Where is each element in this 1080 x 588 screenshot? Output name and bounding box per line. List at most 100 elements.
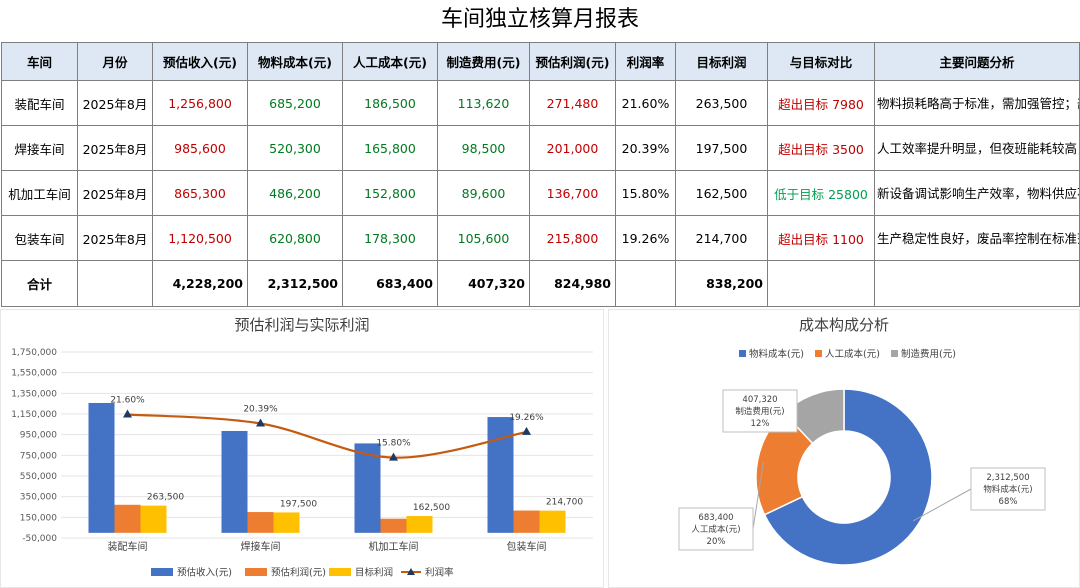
header-cell: 预估利润(元): [529, 42, 616, 81]
header-cell: 与目标对比: [767, 42, 875, 81]
month-cell: 2025年8月: [77, 80, 153, 126]
x-tick-label: 机加工车间: [369, 540, 419, 553]
bar: [354, 443, 381, 533]
revenue-cell: 1,256,800: [152, 80, 248, 126]
material-cell: 520,300: [247, 125, 343, 171]
cost-chart-title: 成本构成分析: [798, 316, 889, 334]
total-month-cell: [77, 260, 153, 307]
line-data-label: 20.39%: [243, 404, 278, 414]
total-profit: 824,980: [529, 260, 616, 307]
labor-cell: 178,300: [342, 215, 438, 261]
legend-swatch: [151, 568, 173, 576]
target-cell: 162,500: [675, 170, 768, 216]
compare-cell: 超出目标 7980: [767, 80, 875, 126]
revenue-cell: 1,120,500: [152, 215, 248, 261]
total-target: 838,200: [675, 260, 768, 307]
y-tick-label: 750,000: [20, 451, 57, 461]
line-point: [389, 452, 398, 461]
callout-leader: [752, 461, 764, 530]
callout-name: 人工成本(元): [691, 524, 740, 535]
header-cell: 车间: [1, 42, 78, 81]
profit-cell: 201,000: [529, 125, 616, 171]
bar-data-label: 197,500: [280, 499, 317, 509]
analysis-cell: 人工效率提升明显，但夜班能耗较高，需优化生产排班。: [874, 125, 1080, 171]
target-cell: 263,500: [675, 80, 768, 126]
bar: [406, 516, 433, 533]
legend-swatch: [245, 568, 267, 576]
month-cell: 2025年8月: [77, 215, 153, 261]
workshop-cell: 焊接车间: [1, 125, 78, 171]
page-title: 车间独立核算月报表: [440, 7, 639, 32]
legend-swatch: [815, 350, 822, 357]
overhead-cell: 98,500: [437, 125, 530, 171]
margin-cell: 21.60%: [615, 80, 676, 126]
callout-value: 2,312,500: [986, 473, 1029, 483]
labor-cell: 152,800: [342, 170, 438, 216]
legend-label: 预估利润(元): [271, 567, 326, 579]
legend-label: 利润率: [425, 567, 454, 579]
material-cell: 486,200: [247, 170, 343, 216]
total-material: 2,312,500: [247, 260, 343, 307]
margin-cell: 20.39%: [615, 125, 676, 171]
profit-cell: 215,800: [529, 215, 616, 261]
table-header-row: 车间 月份 预估收入(元) 物料成本(元) 人工成本(元) 制造费用(元) 预估…: [1, 42, 1080, 81]
target-cell: 214,700: [675, 215, 768, 261]
y-tick-label: 1,550,000: [11, 369, 57, 379]
header-cell: 利润率: [615, 42, 676, 81]
revenue-cell: 985,600: [152, 125, 248, 171]
callout-box: [678, 507, 754, 551]
total-overhead: 407,320: [437, 260, 530, 307]
header-cell: 主要问题分析: [874, 42, 1080, 81]
total-row: 合计 4,228,200 2,312,500 683,400 407,320 8…: [1, 260, 1080, 307]
workshop-cell: 包装车间: [1, 215, 78, 261]
callout-leader: [796, 400, 815, 412]
callout-percent: 20%: [707, 537, 726, 547]
workshop-cell: 机加工车间: [1, 170, 78, 216]
labor-cell: 165,800: [342, 125, 438, 171]
bar: [88, 402, 115, 533]
y-tick-label: 1,750,000: [11, 348, 57, 358]
x-tick-label: 焊接车间: [241, 540, 281, 553]
target-cell: 197,500: [675, 125, 768, 171]
total-label: 合计: [1, 260, 78, 307]
callout-value: 683,400: [698, 513, 733, 523]
callout-percent: 68%: [999, 497, 1018, 507]
profit-chart-panel: 1,750,000 1,550,000 1,350,000 1,150,000 950,…: [0, 309, 604, 588]
header-cell: 制造费用(元): [437, 42, 530, 81]
table-row: 包装车间 2025年8月 1,120,500 620,800 178,300 1…: [1, 215, 1080, 261]
callout-value: 407,320: [742, 395, 777, 405]
legend-label: 预估收入(元): [177, 567, 232, 579]
bar: [140, 505, 167, 533]
line-data-label: 21.60%: [110, 395, 145, 405]
callout-box: [722, 389, 798, 433]
line-point: [123, 409, 132, 418]
bar-data-label: 263,500: [147, 493, 184, 503]
bar: [221, 430, 248, 533]
total-analysis-cell: [874, 260, 1080, 307]
legend-marker: [407, 568, 415, 575]
bar: [247, 512, 274, 533]
header-cell: 预估收入(元): [152, 42, 248, 81]
month-cell: 2025年8月: [77, 170, 153, 216]
callout-percent: 12%: [751, 419, 770, 429]
total-revenue: 4,228,200: [152, 260, 248, 307]
material-cell: 685,200: [247, 80, 343, 126]
bar: [487, 417, 514, 533]
material-cell: 620,800: [247, 215, 343, 261]
bar-data-label: 162,500: [413, 503, 450, 513]
y-tick-label: 1,350,000: [11, 389, 57, 399]
compare-cell: 低于目标 25800: [767, 170, 875, 216]
total-margin-cell: [615, 260, 676, 307]
overhead-cell: 113,620: [437, 80, 530, 126]
profit-cell: 136,700: [529, 170, 616, 216]
line-data-label: 15.80%: [376, 439, 411, 449]
analysis-cell: 新设备调试影响生产效率，物料供应不稳定导致停机时间增加。: [874, 170, 1080, 216]
table-row: 装配车间 2025年8月 1,256,800 685,200 186,500 1…: [1, 80, 1080, 126]
callout-name: 物料成本(元): [983, 484, 1032, 495]
legend-label: 人工成本(元): [825, 348, 880, 360]
callout-leader: [913, 488, 972, 522]
y-tick-label: -50,000: [22, 534, 57, 544]
legend-label: 物料成本(元): [749, 348, 804, 360]
overhead-cell: 105,600: [437, 215, 530, 261]
legend-swatch: [329, 568, 351, 576]
